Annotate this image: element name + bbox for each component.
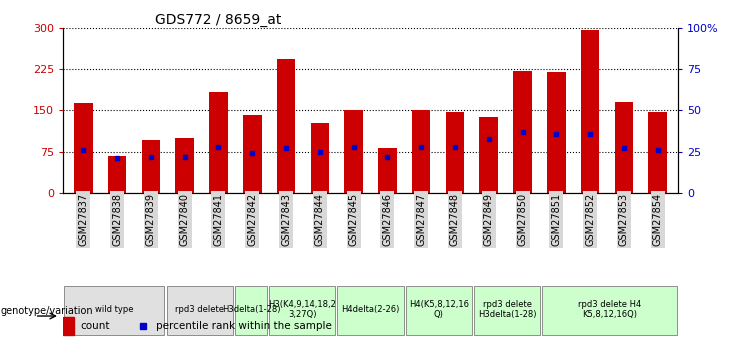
Text: GSM27846: GSM27846 bbox=[382, 193, 393, 246]
Text: GSM27839: GSM27839 bbox=[146, 193, 156, 246]
Bar bbox=[547, 72, 565, 193]
Bar bbox=[479, 117, 498, 193]
Bar bbox=[310, 122, 329, 193]
Text: wild type: wild type bbox=[95, 305, 133, 314]
Text: GSM27838: GSM27838 bbox=[112, 193, 122, 246]
Text: GSM27852: GSM27852 bbox=[585, 193, 595, 246]
Text: GSM27853: GSM27853 bbox=[619, 193, 629, 246]
Text: rpd3 delete H4
K5,8,12,16Q): rpd3 delete H4 K5,8,12,16Q) bbox=[578, 300, 641, 319]
Bar bbox=[514, 71, 532, 193]
Bar bbox=[474, 286, 540, 335]
Bar bbox=[412, 110, 431, 193]
Text: H3delta(1-28): H3delta(1-28) bbox=[222, 305, 280, 314]
Bar bbox=[269, 286, 336, 335]
Bar bbox=[276, 59, 296, 193]
Text: H3(K4,9,14,18,2
3,27Q): H3(K4,9,14,18,2 3,27Q) bbox=[268, 300, 336, 319]
Bar bbox=[345, 110, 363, 193]
Text: GSM27841: GSM27841 bbox=[213, 193, 224, 246]
Bar bbox=[581, 30, 599, 193]
Bar bbox=[64, 286, 165, 335]
Bar bbox=[378, 148, 396, 193]
Bar bbox=[614, 102, 634, 193]
Text: GDS772 / 8659_at: GDS772 / 8659_at bbox=[156, 12, 282, 27]
Bar bbox=[648, 111, 667, 193]
Bar bbox=[63, 317, 74, 335]
Text: genotype/variation: genotype/variation bbox=[1, 306, 93, 315]
Bar bbox=[235, 286, 267, 335]
Text: H4(K5,8,12,16
Q): H4(K5,8,12,16 Q) bbox=[409, 300, 469, 319]
Text: GSM27840: GSM27840 bbox=[179, 193, 190, 246]
Bar bbox=[445, 112, 465, 193]
Text: count: count bbox=[80, 321, 110, 331]
Text: GSM27849: GSM27849 bbox=[484, 193, 494, 246]
Text: GSM27844: GSM27844 bbox=[315, 193, 325, 246]
Text: rpd3 delete
H3delta(1-28): rpd3 delete H3delta(1-28) bbox=[478, 300, 536, 319]
Bar bbox=[337, 286, 404, 335]
Bar bbox=[142, 140, 160, 193]
Text: GSM27837: GSM27837 bbox=[79, 193, 88, 246]
Text: percentile rank within the sample: percentile rank within the sample bbox=[156, 321, 332, 331]
Bar bbox=[542, 286, 677, 335]
Text: GSM27845: GSM27845 bbox=[348, 193, 359, 246]
Text: GSM27851: GSM27851 bbox=[551, 193, 562, 246]
Text: GSM27850: GSM27850 bbox=[517, 193, 528, 246]
Bar bbox=[405, 286, 472, 335]
Bar bbox=[243, 115, 262, 193]
Bar bbox=[74, 103, 93, 193]
Text: H4delta(2-26): H4delta(2-26) bbox=[342, 305, 399, 314]
Text: GSM27843: GSM27843 bbox=[281, 193, 291, 246]
Bar bbox=[167, 286, 233, 335]
Bar bbox=[176, 138, 194, 193]
Text: GSM27847: GSM27847 bbox=[416, 193, 426, 246]
Text: rpd3 delete: rpd3 delete bbox=[175, 305, 225, 314]
Text: GSM27854: GSM27854 bbox=[653, 193, 662, 246]
Bar bbox=[209, 92, 227, 193]
Text: GSM27848: GSM27848 bbox=[450, 193, 460, 246]
Text: GSM27842: GSM27842 bbox=[247, 193, 257, 246]
Bar bbox=[107, 156, 127, 193]
